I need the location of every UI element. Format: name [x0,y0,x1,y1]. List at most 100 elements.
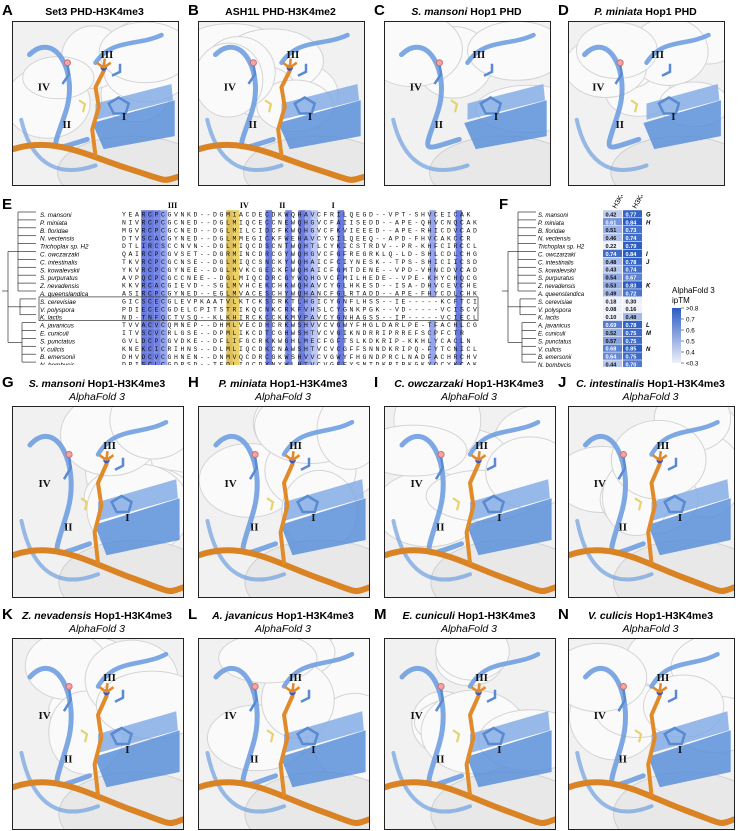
heatmap-cell [603,233,622,242]
sequence-row: ITVSCVCRLGSE--DPMLIKCDTCGHWSHTVCVGIKNDRR… [122,330,467,337]
heatmap-cell [623,233,642,242]
species-name: V. polyspora [40,307,75,314]
panel-subtitle-m: AlphaFold 3 [440,623,498,635]
title-text: Hop1-H3K4me3 [454,610,536,622]
panel-title-g: S. mansoni Hop1-H3K4me3 [12,378,182,390]
species-name: N. bombycis [538,363,571,367]
sequence-row: AVPQCPCGCCNEE--DGLMIQCDRCGYWQHGVCFMILHED… [122,275,480,282]
pocket-label-ii: II [619,754,628,766]
title-species: E. cuniculi [402,610,455,622]
title-species: A. javanicus [212,610,274,622]
heatmap-value: 0.78 [626,323,637,329]
legend-tick: <0.3 [686,360,699,367]
heatmap-cell [603,249,622,257]
heatmap-cell [603,265,622,273]
sequence-row: MGVRCPCGCNED--DGLMILCIDCFKWQHGVCFKVIEEED… [122,227,480,234]
heatmap-value: 0.75 [626,331,637,337]
pocket-label-ii: II [619,522,628,534]
structure-panel-n: I II III IV [568,638,735,830]
pocket-label-i: I [497,512,501,524]
pocket-label-iv: IV [39,710,51,722]
sequence-row: ND-TNFQCTVSQ--KLKHIRCKCCKKMVPAVCYGNHAGSS… [122,314,480,321]
panel-subtitle-n: AlphaFold 3 [622,623,679,635]
title-text: Set3 PHD-H3K4me3 [45,6,144,18]
heatmap-value: 0.77 [626,212,637,218]
heatmap-value: 0.51 [606,228,617,234]
species-name: S. mansoni [40,212,72,219]
heatmap-value: 0.22 [606,244,617,250]
species-name: Trichoplax sp. H2 [538,245,585,251]
structure-panel-h: I II III IV [198,406,370,598]
species-name: B. emersonii [40,354,76,361]
panel-letter-k: K [2,606,13,623]
heatmap-value: 0.57 [606,339,617,345]
heatmap-value: 0.42 [606,212,617,218]
title-species: P. miniata [594,6,643,18]
heatmap-cell [603,305,622,313]
pocket-label-iii: III [286,49,299,61]
heatmap-cell [623,344,642,352]
heatmap-value: 0.61 [606,220,617,226]
legend-subtitle: ipTM [672,296,690,305]
heatmap-value: 0.74 [606,252,618,258]
sequence-row: DTVSCACGYNED--DGLMMEGICKFWEHAVCYGILQEEQ-… [122,235,473,242]
legend-tick: 0.7 [686,316,695,323]
title-text: Hop1-H3K4me3 [91,610,172,622]
legend-tick: >0.8 [686,305,699,312]
heatmap-value: 0.78 [626,260,637,266]
panel-letter-g: G [2,374,14,391]
species-name: C. owczarzaki [40,252,80,259]
pocket-label-i: I [311,512,315,524]
pocket-label-i: I [311,744,315,756]
alignment-panel: III IV II I S. mansoni YEARCPCGVNKD--DGMIACDE… [0,195,483,370]
heatmap-value: 0.16 [626,307,637,313]
heatmap-cell [623,249,642,257]
species-name: S. cerevisiae [40,299,77,306]
heatmap-value: 0.74 [626,268,638,274]
heatmap-cell [603,312,622,321]
pocket-label-iii: III [651,49,664,61]
panel-subtitle-k: AlphaFold 3 [68,623,126,635]
protein-surface [385,407,555,597]
title-text: Hop1 PHD [467,6,522,18]
pocket-label-i: I [122,111,126,123]
pocket-label-iii: III [475,672,488,684]
heatmap-value: 0.44 [606,363,618,368]
title-species: S. mansoni [28,378,85,390]
sequence-row: TKVRCPCGCNSE--DGLMIQCSNCKYWQHAICFCIYNESK… [122,259,480,266]
legend-tick: 0.6 [686,327,695,334]
pocket-label-iv: IV [39,478,51,490]
title-text: Hop1-H3K4me3 [84,378,166,390]
pocket-label-ii: II [436,754,445,766]
heatmap-value: 0.72 [626,291,637,297]
heatmap-cell [603,273,622,281]
heatmap-value: 0.48 [606,260,617,266]
pocket-label-iv: IV [410,81,422,93]
structure-panel-i: I II III IV [384,406,556,598]
panel-ref: L [646,323,650,329]
species-name: Z. nevadensis [537,284,575,290]
panel-title-c: S. mansoni Hop1 PHD [384,6,549,18]
heatmap-cell [603,328,622,336]
pocket-label-i: I [125,744,129,756]
panel-letter-n: N [558,606,569,623]
heatmap-value: 0.85 [626,347,637,353]
heatmap-cell [623,328,642,336]
heatmap-cell [623,281,642,289]
species-name: N. vectensis [538,237,571,243]
panel-ref: H [646,221,651,227]
structure-panel-m: I II III IV [384,638,556,830]
heatmap-value: 0.84 [626,220,638,226]
title-species: C. intestinalis [576,378,645,390]
species-name: S. punctatus [538,339,571,345]
title-species: Z. nevadensis [22,610,92,622]
protein-surface [385,22,550,185]
sequence-row: DTLIRCSCCNVN--DGLMIQCDSCNTWQHTLCYKICSTRD… [122,243,480,250]
heatmap-cell [603,289,622,297]
